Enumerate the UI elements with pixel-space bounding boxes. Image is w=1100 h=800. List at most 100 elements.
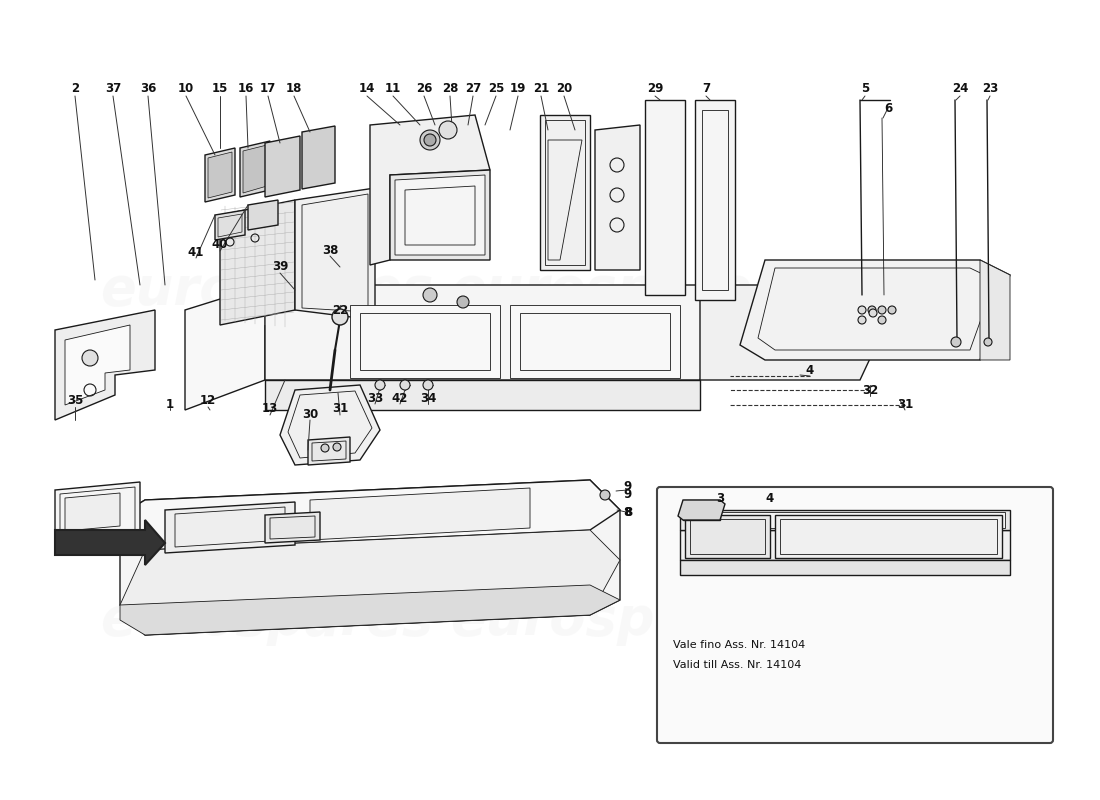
Text: eurospares: eurospares: [100, 594, 433, 646]
Circle shape: [439, 121, 456, 139]
Circle shape: [424, 134, 436, 146]
Polygon shape: [214, 210, 245, 240]
Circle shape: [888, 306, 896, 314]
Polygon shape: [510, 305, 680, 378]
Text: 10: 10: [178, 82, 194, 94]
Polygon shape: [120, 480, 620, 635]
Polygon shape: [65, 493, 120, 531]
Text: 2: 2: [70, 82, 79, 94]
Polygon shape: [680, 530, 1010, 560]
Text: 19: 19: [509, 82, 526, 94]
Polygon shape: [695, 100, 735, 300]
Text: 26: 26: [416, 82, 432, 94]
Polygon shape: [208, 152, 232, 198]
Polygon shape: [55, 520, 165, 565]
Text: 13: 13: [262, 402, 278, 414]
Polygon shape: [205, 148, 235, 202]
Circle shape: [375, 380, 385, 390]
Circle shape: [321, 444, 329, 452]
Polygon shape: [248, 200, 278, 230]
Text: 31: 31: [332, 402, 348, 414]
Text: 42: 42: [392, 391, 408, 405]
Polygon shape: [185, 285, 265, 410]
Text: eurospares: eurospares: [100, 264, 433, 316]
Text: 24: 24: [952, 82, 968, 94]
Text: 38: 38: [322, 243, 338, 257]
Polygon shape: [243, 145, 267, 193]
Text: 8: 8: [623, 506, 631, 518]
Circle shape: [984, 338, 992, 346]
Text: 27: 27: [465, 82, 481, 94]
Polygon shape: [220, 200, 295, 325]
Text: Vale fino Ass. Nr. 14104: Vale fino Ass. Nr. 14104: [673, 640, 805, 650]
Circle shape: [878, 316, 886, 324]
Polygon shape: [55, 482, 140, 543]
Polygon shape: [295, 188, 375, 320]
Circle shape: [858, 306, 866, 314]
Text: 4: 4: [766, 491, 774, 505]
Text: 7: 7: [702, 82, 711, 94]
Polygon shape: [310, 488, 530, 540]
Polygon shape: [980, 260, 1010, 360]
FancyBboxPatch shape: [657, 487, 1053, 743]
Text: 34: 34: [420, 391, 437, 405]
Polygon shape: [280, 385, 380, 465]
Circle shape: [424, 288, 437, 302]
Circle shape: [332, 309, 348, 325]
Polygon shape: [678, 500, 725, 520]
Polygon shape: [308, 437, 350, 465]
Text: 5: 5: [861, 82, 869, 94]
Circle shape: [82, 350, 98, 366]
Text: eurospares: eurospares: [450, 264, 783, 316]
Polygon shape: [683, 500, 720, 520]
Polygon shape: [265, 136, 300, 197]
Circle shape: [858, 316, 866, 324]
Polygon shape: [395, 175, 485, 255]
Text: 33: 33: [367, 391, 383, 405]
Text: 21: 21: [532, 82, 549, 94]
Polygon shape: [740, 260, 1010, 360]
Text: 11: 11: [385, 82, 402, 94]
Polygon shape: [680, 510, 1010, 530]
Polygon shape: [55, 310, 155, 420]
Text: 18: 18: [286, 82, 302, 94]
Polygon shape: [685, 512, 1005, 528]
Circle shape: [333, 443, 341, 451]
Text: 30: 30: [301, 409, 318, 422]
Polygon shape: [700, 285, 895, 380]
Polygon shape: [645, 100, 685, 295]
Polygon shape: [595, 125, 640, 270]
Text: 16: 16: [238, 82, 254, 94]
Polygon shape: [390, 170, 490, 260]
Text: 36: 36: [140, 82, 156, 94]
Polygon shape: [120, 480, 620, 550]
Polygon shape: [680, 560, 1010, 575]
Circle shape: [952, 337, 961, 347]
Text: 15: 15: [212, 82, 228, 94]
Text: 23: 23: [982, 82, 998, 94]
Text: 22: 22: [332, 303, 348, 317]
Text: 4: 4: [806, 363, 814, 377]
Polygon shape: [240, 141, 270, 197]
Circle shape: [420, 130, 440, 150]
Polygon shape: [265, 512, 320, 543]
Circle shape: [600, 490, 610, 500]
Polygon shape: [265, 380, 700, 410]
Polygon shape: [302, 126, 336, 189]
Circle shape: [400, 380, 410, 390]
Text: Valid till Ass. Nr. 14104: Valid till Ass. Nr. 14104: [673, 660, 802, 670]
Polygon shape: [776, 515, 1002, 558]
Text: 14: 14: [359, 82, 375, 94]
Text: 41: 41: [188, 246, 205, 258]
Text: 9: 9: [623, 481, 631, 494]
Text: 12: 12: [200, 394, 216, 406]
Text: 40: 40: [212, 238, 228, 251]
Text: 3: 3: [716, 491, 724, 505]
Polygon shape: [120, 585, 620, 635]
Circle shape: [868, 306, 876, 314]
Polygon shape: [350, 305, 500, 378]
Text: 6: 6: [884, 102, 892, 114]
Text: 17: 17: [260, 82, 276, 94]
Polygon shape: [65, 325, 130, 405]
Polygon shape: [120, 530, 620, 635]
